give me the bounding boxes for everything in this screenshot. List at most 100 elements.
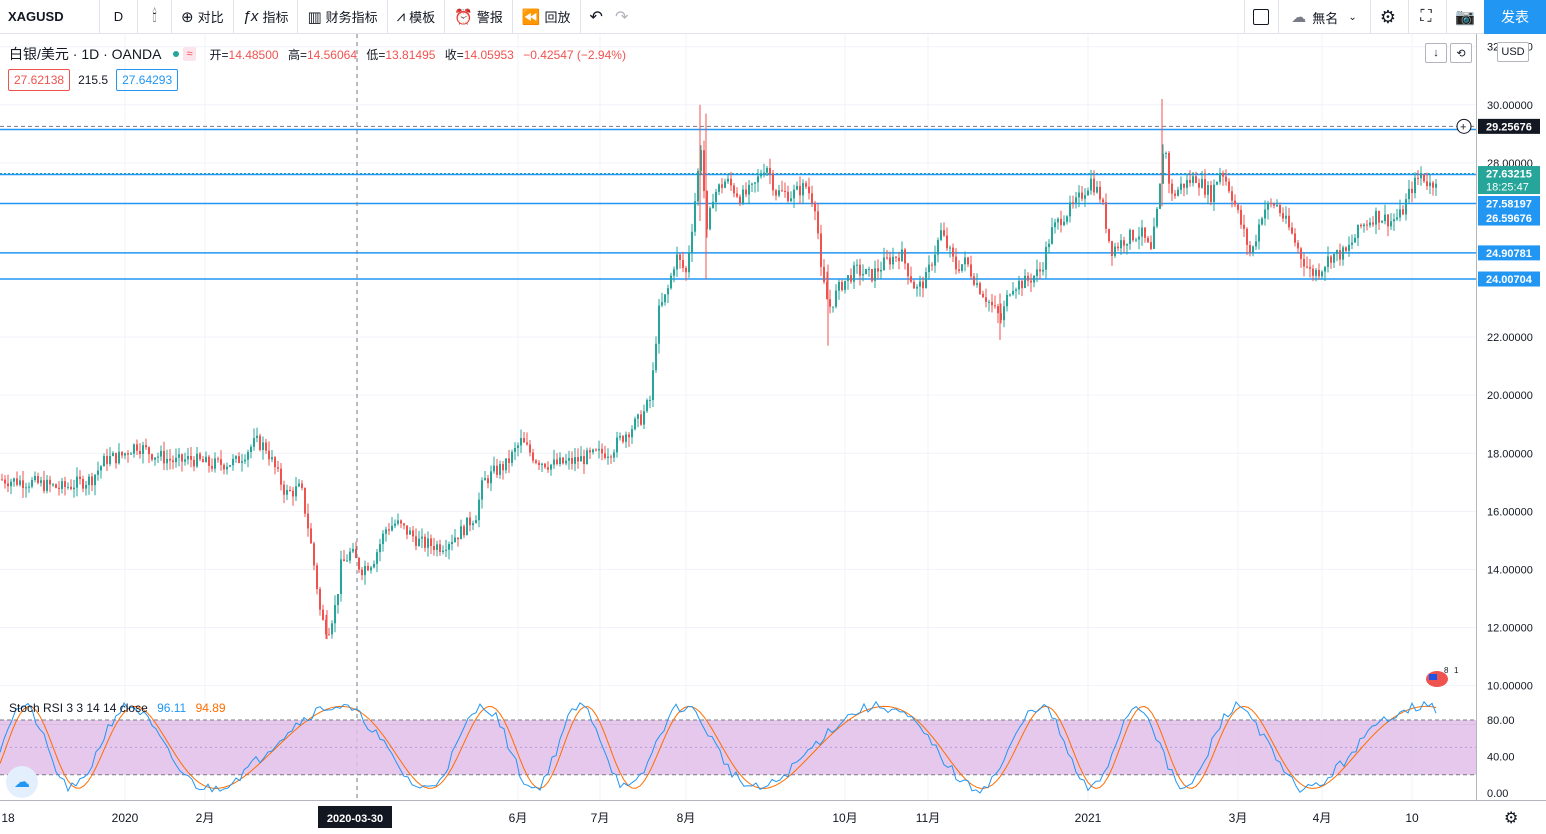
candle-body	[583, 456, 585, 465]
data-badge[interactable]: ≈	[183, 47, 196, 61]
candle-body	[577, 457, 579, 462]
candle-body	[958, 269, 960, 271]
candle-body	[955, 256, 957, 270]
financials-button[interactable]: ▥ 财务指标	[298, 0, 388, 34]
candle-body	[1432, 182, 1434, 188]
candle-body	[1015, 289, 1017, 291]
candle-body	[34, 476, 36, 480]
sync-button[interactable]: ⟲	[1450, 43, 1472, 63]
gear-icon: ⚙	[1379, 6, 1397, 27]
price-tick-label: 12.00000	[1487, 623, 1533, 635]
tradingview-logo[interactable]: ☁	[6, 766, 38, 798]
candle-body	[799, 185, 801, 196]
candle-body	[4, 479, 6, 484]
candle-body	[1375, 210, 1377, 225]
candle-body	[337, 594, 339, 606]
time-tick-label: 11月	[916, 811, 940, 825]
candle-body	[877, 268, 879, 272]
axis-settings-button[interactable]: ⚙	[1504, 808, 1518, 828]
candle-body	[1201, 179, 1203, 188]
snapshot-button[interactable]: 📷	[1446, 0, 1483, 34]
candle-body	[889, 257, 891, 265]
flag-count-2: 1	[1454, 666, 1459, 675]
candle-body	[865, 269, 867, 275]
candle-body	[802, 183, 804, 196]
bid-box[interactable]: 27.62138	[8, 69, 71, 91]
candle-body	[433, 545, 435, 550]
candle-body	[1357, 224, 1359, 238]
market-status-dot	[173, 51, 180, 57]
candle-body	[661, 302, 663, 306]
candle-body	[334, 605, 336, 624]
plus-circle-icon	[1456, 118, 1472, 134]
candle-body	[895, 256, 897, 258]
indicators-button[interactable]: ƒx 指标	[234, 0, 299, 34]
price-axis-border	[1476, 34, 1477, 800]
redo-icon[interactable]: ↷	[614, 8, 629, 26]
candle-body	[100, 466, 102, 471]
candle-body	[82, 478, 84, 489]
scroll-down-button[interactable]: ↓	[1425, 43, 1447, 63]
candle-body	[1216, 181, 1218, 185]
candle-body	[598, 448, 600, 451]
candle-body	[499, 464, 501, 475]
low-value: 13.81495	[385, 47, 436, 62]
candle-body	[541, 463, 543, 466]
candle-body	[529, 444, 531, 453]
candle-body	[394, 523, 396, 526]
candle-body	[943, 230, 945, 236]
alert-button[interactable]: ⏰ 警报	[445, 0, 513, 34]
series-title[interactable]: 白银/美元 · 1D · OANDA	[9, 46, 162, 62]
chart-type-button[interactable]: 🕯	[138, 0, 172, 34]
price-chart[interactable]: 32.0000030.0000028.0000022.0000020.00000…	[0, 34, 1546, 834]
candle-body	[694, 201, 696, 232]
candle-body	[340, 559, 342, 594]
replay-button[interactable]: ⏪ 回放	[513, 0, 581, 34]
candle-body	[1207, 185, 1209, 195]
symbol-search[interactable]: XAGUSD	[0, 0, 100, 34]
candle-body	[466, 517, 468, 536]
templates-button[interactable]: ⩘ 模板	[388, 0, 446, 34]
candle-body	[1063, 221, 1065, 226]
candle-body	[871, 269, 873, 281]
settings-button[interactable]: ⚙	[1370, 0, 1405, 34]
candle-body	[145, 445, 147, 448]
candle-body	[514, 447, 516, 452]
layout-name-button[interactable]: ☁ 無名 ⌄	[1278, 0, 1369, 34]
candle-body	[1417, 177, 1419, 179]
candle-body	[403, 523, 405, 526]
interval-button[interactable]: D	[100, 0, 138, 34]
currency-label[interactable]: USD	[1497, 42, 1529, 62]
indicator-name[interactable]: Stoch RSI 3 3 14 14 close	[9, 701, 148, 715]
candle-body	[745, 189, 747, 195]
candle-body	[1276, 205, 1278, 207]
price-tick-label: 18.00000	[1487, 448, 1533, 460]
fx-icon: ƒx	[242, 8, 259, 25]
candle-body	[1093, 178, 1095, 193]
candle-body	[1144, 227, 1146, 238]
candle-body	[778, 190, 780, 196]
candle-body	[979, 283, 981, 294]
candle-body	[904, 249, 906, 264]
events-flag[interactable]: 8 1	[1425, 666, 1459, 688]
candle-body	[1177, 189, 1179, 196]
candle-body	[220, 459, 222, 465]
candle-body	[58, 487, 60, 489]
compare-button[interactable]: ⊕ 对比	[172, 0, 234, 34]
candle-body	[343, 559, 345, 562]
candle-body	[487, 478, 489, 484]
candle-body	[544, 463, 546, 468]
ask-box[interactable]: 27.64293	[116, 69, 179, 91]
publish-button[interactable]: 发表	[1484, 0, 1546, 34]
candle-body	[235, 456, 237, 459]
candle-body	[994, 305, 996, 307]
candle-body	[196, 453, 198, 467]
candle-body	[490, 471, 492, 484]
undo-icon[interactable]: ↶	[589, 8, 603, 26]
fullscreen-button[interactable]: ⛶	[1408, 0, 1443, 34]
candle-body	[454, 537, 456, 542]
candle-body	[169, 458, 171, 461]
price-label-box	[1478, 271, 1540, 287]
grid-lines	[0, 34, 1476, 800]
layout-select-button[interactable]	[1244, 0, 1277, 34]
